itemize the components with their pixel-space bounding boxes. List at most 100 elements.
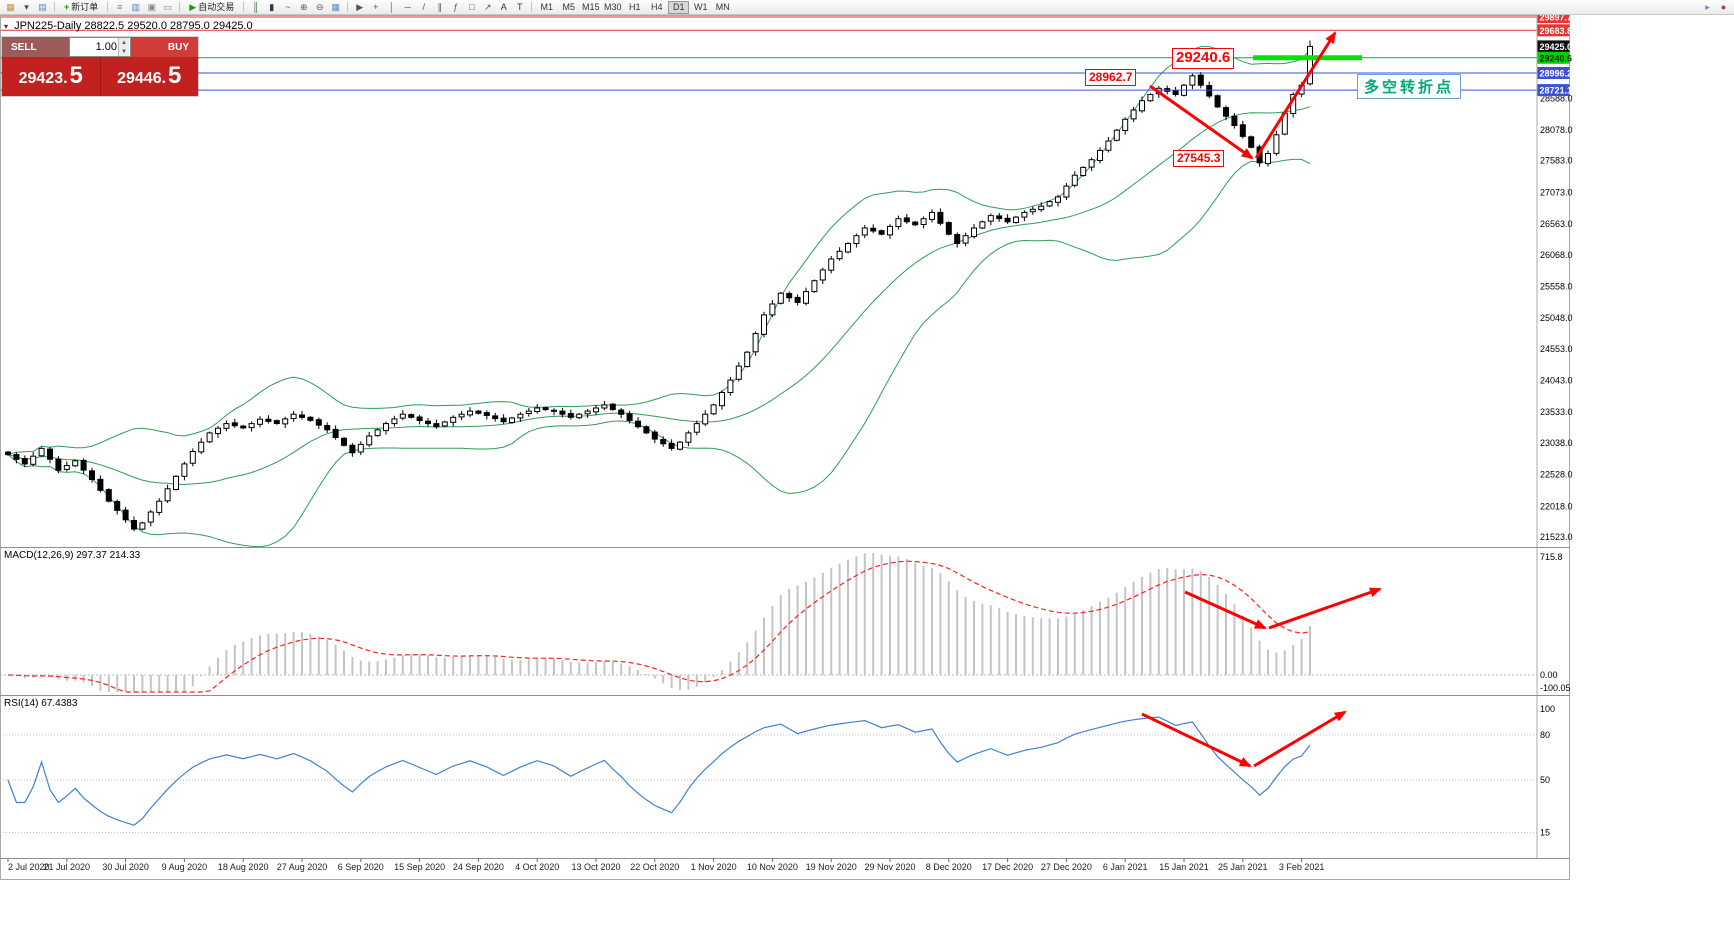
trend-arrow[interactable] bbox=[1184, 590, 1267, 630]
price-annotation-box[interactable]: 27545.3 bbox=[1173, 150, 1225, 167]
rsi-axis-tick: 15 bbox=[1540, 828, 1550, 838]
new-order-button[interactable]: + 新订单 bbox=[59, 1, 103, 14]
price-axis-tick: 26068.0 bbox=[1540, 250, 1573, 260]
macd-histogram bbox=[15, 553, 1311, 692]
horizontal-line-icon[interactable]: ─ bbox=[400, 1, 415, 14]
price-annotation-box[interactable]: 28962.7 bbox=[1085, 69, 1137, 86]
date-label: 9 Aug 2020 bbox=[162, 862, 208, 872]
price-axis-tick: 25048.0 bbox=[1540, 313, 1573, 323]
trend-arrow[interactable] bbox=[1141, 712, 1252, 768]
buy-caption[interactable]: BUY bbox=[131, 37, 198, 57]
cursor-icon[interactable]: ▶ bbox=[352, 1, 367, 14]
timeframe-mn[interactable]: MN bbox=[712, 1, 733, 14]
price-annotation-box[interactable]: 29240.6 bbox=[1172, 48, 1235, 69]
turning-point-note-box[interactable]: 多空转折点 bbox=[1357, 74, 1462, 99]
date-label: 25 Jan 2021 bbox=[1218, 862, 1268, 872]
date-label: 19 Nov 2020 bbox=[806, 862, 857, 872]
sell-caption[interactable]: SELL bbox=[2, 37, 69, 57]
date-label: 13 Oct 2020 bbox=[571, 862, 620, 872]
price-axis-tick: 26563.0 bbox=[1540, 219, 1573, 229]
bollinger-middle-band bbox=[7, 106, 1311, 486]
date-label: 24 Sep 2020 bbox=[453, 862, 504, 872]
price-axis-tick: 28588.0 bbox=[1540, 93, 1573, 103]
arrows-icon[interactable]: ↗ bbox=[480, 1, 495, 14]
rsi-name: RSI(14) bbox=[4, 698, 39, 709]
price-tag-value: 29425.0 bbox=[1540, 42, 1573, 52]
alert-icon[interactable]: ● bbox=[1716, 1, 1731, 14]
candlestick-chart-icon[interactable]: ▮ bbox=[264, 1, 279, 14]
text-icon[interactable]: A bbox=[496, 1, 511, 14]
timeframe-m5[interactable]: M5 bbox=[558, 1, 579, 14]
fibonacci-icon[interactable]: ƒ bbox=[448, 1, 463, 14]
price-tag bbox=[1537, 40, 1570, 53]
vertical-line-icon[interactable]: │ bbox=[384, 1, 399, 14]
channel-icon[interactable]: ∥ bbox=[432, 1, 447, 14]
shapes-icon[interactable]: □ bbox=[464, 1, 479, 14]
buy-price-big-digit: 5 bbox=[168, 62, 182, 89]
price-tag-value: 28721.1 bbox=[1540, 86, 1573, 96]
profiles-icon[interactable]: ▤ bbox=[35, 1, 50, 14]
tile-windows-icon[interactable]: ▦ bbox=[328, 1, 343, 14]
macd-signal-line bbox=[7, 560, 1311, 693]
price-axis-tick: 23038.0 bbox=[1540, 438, 1573, 448]
macd-indicator-label: MACD(12,26,9) 297.37 214.33 bbox=[4, 550, 140, 561]
line-studies-toolbar-group: ▶ + │ ─ / ∥ ƒ □ ↗ A T bbox=[352, 1, 527, 14]
crosshair-icon[interactable]: + bbox=[368, 1, 383, 14]
volume-increase-button[interactable]: ▲ bbox=[121, 39, 127, 46]
chart-ohlc-values: 28822.5 29520.0 28795.0 29425.0 bbox=[84, 20, 253, 32]
sell-button[interactable]: 29423. 5 bbox=[2, 57, 101, 96]
date-label: 6 Jan 2021 bbox=[1103, 862, 1148, 872]
toolbar-separator bbox=[243, 2, 245, 12]
date-label: 4 Oct 2020 bbox=[515, 862, 559, 872]
volume-spinner: ▲ ▼ bbox=[118, 38, 129, 56]
bar-chart-icon[interactable]: ║ bbox=[248, 1, 263, 14]
label-icon[interactable]: T bbox=[512, 1, 527, 14]
volume-field[interactable]: 1.00 ▲ ▼ bbox=[69, 37, 131, 57]
date-label: 6 Sep 2020 bbox=[338, 862, 384, 872]
trend-arrow[interactable] bbox=[1149, 84, 1254, 160]
chart-dropdown-icon[interactable]: ▾ bbox=[19, 1, 34, 14]
macd-name: MACD(12,26,9) bbox=[4, 550, 74, 561]
data-window-icon[interactable]: ▥ bbox=[128, 1, 143, 14]
trend-arrow[interactable] bbox=[1268, 587, 1382, 630]
macd-axis-tick: -100.05 bbox=[1540, 683, 1571, 693]
timeframe-h1[interactable]: H1 bbox=[624, 1, 645, 14]
date-label: 30 Jul 2020 bbox=[102, 862, 149, 872]
price-axis-tick: 27583.0 bbox=[1540, 156, 1573, 166]
price-axis-tick: 23533.0 bbox=[1540, 407, 1573, 417]
buy-button[interactable]: 29446. 5 bbox=[100, 57, 198, 96]
macd-axis-tick: 0.00 bbox=[1540, 670, 1558, 680]
timeframe-w1[interactable]: W1 bbox=[690, 1, 711, 14]
sell-price-big-digit: 5 bbox=[69, 62, 83, 89]
autotrading-button[interactable]: ▶ 自动交易 bbox=[184, 1, 239, 14]
autotrading-label: 自动交易 bbox=[198, 1, 235, 12]
new-chart-icon[interactable]: ▦ bbox=[3, 1, 18, 14]
chart-plot-area[interactable] bbox=[0, 15, 1570, 880]
price-axis-tick: 27073.0 bbox=[1540, 187, 1573, 197]
trend-arrow[interactable] bbox=[1254, 31, 1337, 159]
rsi-axis-tick: 100 bbox=[1540, 704, 1555, 714]
chart-shift-icon[interactable]: ▸ bbox=[1700, 1, 1715, 14]
trendline-icon[interactable]: / bbox=[416, 1, 431, 14]
timeframe-m1[interactable]: M1 bbox=[536, 1, 557, 14]
navigator-icon[interactable]: ▣ bbox=[144, 1, 159, 14]
toolbar-separator bbox=[54, 2, 55, 12]
toolbar-separator bbox=[107, 2, 109, 12]
market-watch-icon[interactable]: ≡ bbox=[112, 1, 127, 14]
timeframe-d1[interactable]: D1 bbox=[668, 0, 690, 14]
line-chart-icon[interactable]: ~ bbox=[280, 1, 295, 14]
date-label: 27 Dec 2020 bbox=[1041, 862, 1092, 872]
terminal-icon[interactable]: ▭ bbox=[160, 1, 175, 14]
zoom-out-icon[interactable]: ⊖ bbox=[312, 1, 327, 14]
zoom-in-icon[interactable]: ⊕ bbox=[296, 1, 311, 14]
timeframe-m30[interactable]: M30 bbox=[603, 1, 622, 12]
buy-price: 29446. bbox=[117, 70, 167, 87]
trend-arrow[interactable] bbox=[1253, 710, 1347, 768]
volume-decrease-button[interactable]: ▼ bbox=[121, 48, 127, 55]
timeframe-h4[interactable]: H4 bbox=[646, 1, 667, 14]
timeframe-m15[interactable]: M15 bbox=[581, 1, 600, 12]
date-label: 17 Dec 2020 bbox=[982, 862, 1033, 872]
macd-values: 297.37 214.33 bbox=[76, 550, 141, 561]
quick-trade-toggle-icon[interactable]: ▾ bbox=[4, 22, 9, 31]
